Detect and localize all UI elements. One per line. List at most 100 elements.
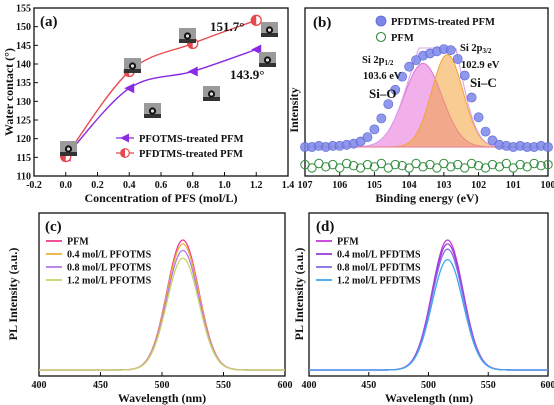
data-point xyxy=(376,158,387,169)
data-point xyxy=(536,161,546,171)
panel-d-legend: PFM 0.4 mol/L PFDTMS 0.8 mol/L PFDTMS 1.2 m… xyxy=(316,237,421,287)
series-line xyxy=(65,48,257,158)
peak-si-c-label: Si–C xyxy=(470,75,497,90)
droplet-icon xyxy=(259,52,276,67)
x-tick-label: 100 xyxy=(541,180,554,191)
legend-label: PFDTMS-treated PFM xyxy=(391,17,495,28)
panel-d: (d) PL Intensity (a.u.) Wavelength (nm) … xyxy=(292,212,554,405)
data-point xyxy=(390,159,400,170)
panel-c-xlabel: Wavelength (nm) xyxy=(118,391,206,405)
legend-label: 1.2 mol/L PFOTMS xyxy=(67,276,152,287)
legend-label: 0.8 mol/L PFOTMS xyxy=(67,263,152,274)
data-point xyxy=(362,132,373,142)
panel-b-legend: PFDTMS-treated PFM PFM xyxy=(375,15,495,44)
data-point xyxy=(418,162,428,172)
legend-label: 0.8 mol/L PFDTMS xyxy=(337,263,421,274)
panel-d-ticks: 400 450 500 550 600 xyxy=(302,372,554,391)
panel-b-xlabel: Binding energy (eV) xyxy=(375,191,478,205)
x-tick-label: 450 xyxy=(361,380,376,391)
data-point xyxy=(376,113,387,124)
x-tick-label: 600 xyxy=(541,380,554,391)
series-line xyxy=(65,19,257,158)
x-tick-label: 400 xyxy=(32,380,47,391)
panel-b-peak-fits xyxy=(309,47,544,148)
data-point xyxy=(543,159,553,170)
data-point xyxy=(250,14,262,26)
annotation-143-9: 143.9° xyxy=(230,67,264,82)
x-tick-label: 106 xyxy=(332,180,347,191)
data-point xyxy=(187,66,198,77)
y-tick-label: 140 xyxy=(16,60,31,71)
data-point xyxy=(404,61,415,72)
y-tick-label: 130 xyxy=(16,97,31,108)
data-point xyxy=(473,161,484,171)
x-tick-label: 102 xyxy=(471,180,486,191)
data-point xyxy=(251,44,262,55)
y-tick-label: 155 xyxy=(16,4,31,15)
panel-c-series xyxy=(39,239,285,371)
x-tick-label: 550 xyxy=(216,380,231,391)
data-point xyxy=(501,158,512,169)
x-tick-label: 0.6 xyxy=(155,180,168,191)
x-tick-label: 105 xyxy=(367,180,382,191)
legend-label: 1.2 mol/L PFDTMS xyxy=(337,276,421,287)
panel-b-ticks: 107 106 105 104 103 102 101 100 xyxy=(298,172,554,191)
legend-marker-left-triangle xyxy=(120,133,129,143)
y-tick-label: 150 xyxy=(16,22,31,33)
droplet-icon xyxy=(124,58,141,73)
legend-label: 0.4 mol/L PFOTMS xyxy=(67,250,152,261)
panel-a-series xyxy=(60,14,262,163)
droplet-icon xyxy=(144,103,161,118)
data-point xyxy=(459,163,470,173)
panel-a-ticks: -0.2 0.0 0.2 0.4 0.6 0.8 1.0 1.2 1.4 110 115 120 125… xyxy=(16,4,294,192)
droplet-icon xyxy=(203,86,220,101)
panel-a-xlabel: Concentration of PFS (mol/L) xyxy=(85,191,238,205)
x-tick-label: 104 xyxy=(402,180,417,191)
panel-b-label: (b) xyxy=(313,15,331,31)
panel-b: (b) Intensity Binding energy (eV) 107 106… xyxy=(287,7,554,205)
data-point xyxy=(473,112,484,123)
peak-si-o-label: Si–O xyxy=(369,86,396,101)
panel-d-ylabel: PL Intensity (a.u.) xyxy=(292,248,306,341)
panel-d-label: (d) xyxy=(316,219,334,235)
data-point xyxy=(307,163,317,173)
x-tick-label: 550 xyxy=(481,380,496,391)
panel-b-ylabel: Intensity xyxy=(287,87,301,132)
data-point xyxy=(543,142,553,152)
panel-d-xlabel: Wavelength (nm) xyxy=(385,391,473,405)
y-tick-label: 145 xyxy=(16,41,31,52)
x-tick-label: 0.4 xyxy=(123,180,136,191)
marker-half xyxy=(251,15,257,26)
data-point xyxy=(466,158,477,169)
droplet-icon xyxy=(261,22,278,37)
panel-c-ylabel: PL Intensity (a.u.) xyxy=(6,248,20,341)
data-point xyxy=(348,161,359,171)
data-point xyxy=(529,158,539,169)
series-line xyxy=(39,257,285,371)
x-tick-label: 0.0 xyxy=(60,180,73,191)
y-tick-label: 125 xyxy=(16,116,31,127)
data-point xyxy=(445,45,456,56)
data-point xyxy=(466,92,477,103)
legend-label: PFM xyxy=(67,237,89,248)
data-point xyxy=(355,136,366,147)
x-tick-label: 101 xyxy=(506,180,521,191)
panel-a-legend: PFOTMS-treated PFM PFDTMS-treated PFM xyxy=(116,133,244,160)
data-point xyxy=(369,124,380,135)
data-point xyxy=(411,55,421,65)
droplet-icon xyxy=(179,28,196,43)
x-tick-label: -0.2 xyxy=(26,180,42,191)
x-tick-label: 1.2 xyxy=(250,180,263,191)
panel-a: (a) Water contact (°) Concentration of P… xyxy=(2,4,294,206)
legend-label: PFM xyxy=(391,33,414,44)
legend-label: PFDTMS-treated PFM xyxy=(139,149,243,160)
data-point xyxy=(397,71,408,82)
peak-si-c-energy: 102.9 eV xyxy=(461,60,500,71)
y-tick-label: 110 xyxy=(17,172,31,183)
legend-label: 0.4 mol/L PFDTMS xyxy=(337,250,421,261)
panel-a-ylabel: Water contact (°) xyxy=(2,48,16,136)
legend-label: PFM xyxy=(337,237,359,248)
series-line xyxy=(309,258,548,371)
panel-a-label: (a) xyxy=(40,14,58,30)
